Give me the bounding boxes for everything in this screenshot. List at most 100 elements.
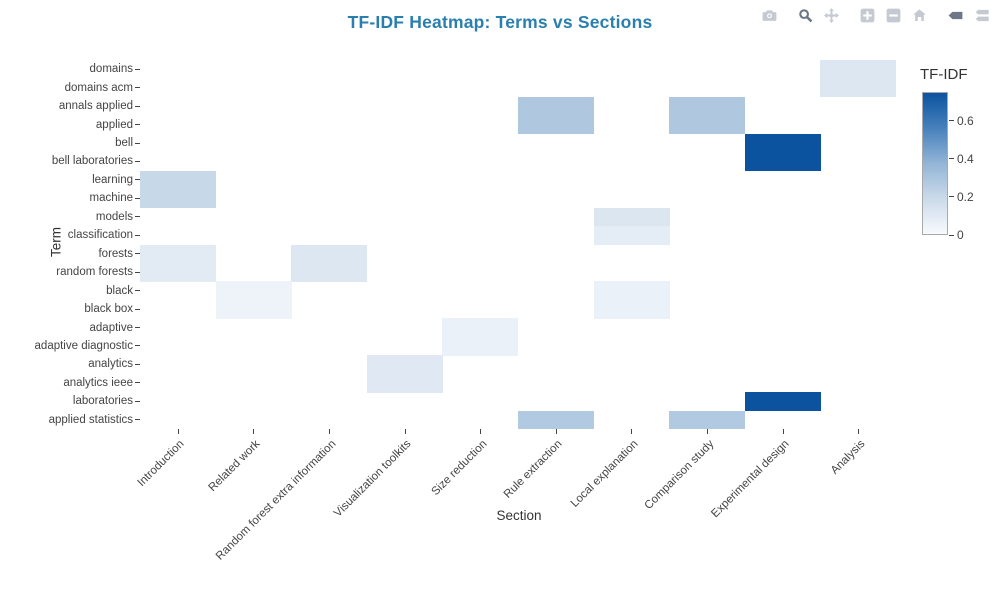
zoom-in-icon[interactable] [854,4,880,26]
y-tick-label: black [106,284,133,297]
y-tick-label: analytics [88,358,133,371]
x-axis-title: Section [496,508,542,523]
y-tick-mark [135,234,140,236]
y-tick-mark [135,419,140,421]
plotly-modebar [756,4,994,26]
x-tick-mark [177,429,179,434]
x-tick-label: Comparison study [641,438,716,513]
y-tick-label: classification [67,229,133,242]
heatmap-cell[interactable] [140,262,217,282]
heatmap-cell[interactable] [215,299,292,319]
y-tick-mark [135,160,140,162]
x-tick-label: Random forest extra information [213,438,338,563]
y-tick-mark [135,179,140,181]
x-tick-label: Analysis [828,438,868,477]
y-tick-label: adaptive [89,321,133,334]
x-tick-label: Visualization toolkits [332,438,414,520]
heatmap-cell[interactable] [442,336,519,356]
y-tick-mark [135,363,140,365]
colorbar-title: TF-IDF [920,66,968,83]
heatmap-cell[interactable] [518,115,595,135]
heatmap-cell[interactable] [593,207,670,227]
x-tick-label: Experimental design [709,438,792,521]
heatmap-cell[interactable] [593,299,670,319]
y-tick-label: analytics ieee [63,376,133,389]
y-tick-mark [135,87,140,89]
autoscale-icon[interactable] [906,4,932,26]
y-tick-mark [135,308,140,310]
y-tick-label: black box [84,303,133,316]
heatmap-cell[interactable] [820,60,897,79]
heatmap-cell[interactable] [593,226,670,245]
heatmap-cell[interactable] [820,78,897,98]
colorbar-tick-mark [949,158,954,160]
x-tick-mark [555,429,557,434]
colorbar-tick-label: 0.6 [957,113,974,128]
zoom-icon[interactable] [792,4,818,26]
y-tick-label: machine [89,192,133,205]
y-tick-label: models [95,210,133,223]
heatmap-cell[interactable] [291,262,368,282]
x-tick-mark [782,429,784,434]
y-tick-label: learning [92,173,133,186]
hover-compare-icon[interactable] [968,4,994,26]
heatmap-cell[interactable] [140,170,217,190]
x-tick-mark [631,429,633,434]
heatmap-cell[interactable] [140,189,217,209]
y-tick-mark [135,400,140,402]
zoom-out-icon[interactable] [880,4,906,26]
heatmap-cell[interactable] [518,96,595,116]
heatmap-cell[interactable] [669,410,746,430]
y-tick-mark [135,345,140,347]
heatmap-cell[interactable] [442,318,519,338]
y-tick-mark [135,290,140,292]
y-tick-mark [135,271,140,273]
y-tick-mark [135,327,140,329]
colorbar-tick-label: 0.4 [957,151,974,166]
y-tick-mark [135,216,140,218]
x-tick-mark [404,429,406,434]
heatmap-cell[interactable] [669,96,746,116]
heatmap-cell[interactable] [140,244,217,264]
y-tick-mark [135,382,140,384]
y-tick-label: adaptive diagnostic [34,339,133,352]
y-tick-mark [135,253,140,255]
x-tick-mark [253,429,255,434]
x-tick-label: Introduction [135,438,187,489]
camera-icon[interactable] [756,4,782,26]
y-tick-label: applied statistics [48,413,133,426]
heatmap-cell[interactable] [744,392,821,412]
chart-title: TF-IDF Heatmap: Terms vs Sections [347,12,653,32]
y-axis-title: Term [48,227,64,257]
colorbar-tick-mark [949,196,954,198]
y-tick-mark [135,124,140,126]
heatmap-cell[interactable] [744,152,821,172]
colorbar-tick-mark [949,120,954,122]
y-tick-label: annals applied [58,100,133,113]
y-tick-mark [135,68,140,70]
heatmap-cell[interactable] [669,115,746,135]
heatmap-cell[interactable] [366,373,443,393]
heatmap-cell[interactable] [215,281,292,301]
heatmap-plot-area[interactable] [140,60,897,430]
x-tick-mark [480,429,482,434]
heatmap-cell[interactable] [291,244,368,264]
y-tick-label: domains acm [64,81,133,94]
heatmap-cell[interactable] [366,355,443,375]
y-tick-label: bell [115,137,133,150]
y-tick-mark [135,142,140,144]
heatmap-cell[interactable] [744,133,821,153]
pan-icon[interactable] [818,4,844,26]
heatmap-cell[interactable] [518,410,595,430]
colorbar-tick-label: 0.2 [957,189,974,204]
x-tick-mark [329,429,330,434]
colorbar-tick-mark [949,234,954,236]
colorbar [922,92,948,235]
y-tick-mark [135,105,140,107]
hover-closest-icon[interactable] [942,4,968,26]
x-tick-label: Size reduction [429,438,490,499]
colorbar-tick-label: 0 [957,228,964,242]
x-tick-label: Related work [206,438,263,494]
heatmap-cell[interactable] [593,281,670,301]
